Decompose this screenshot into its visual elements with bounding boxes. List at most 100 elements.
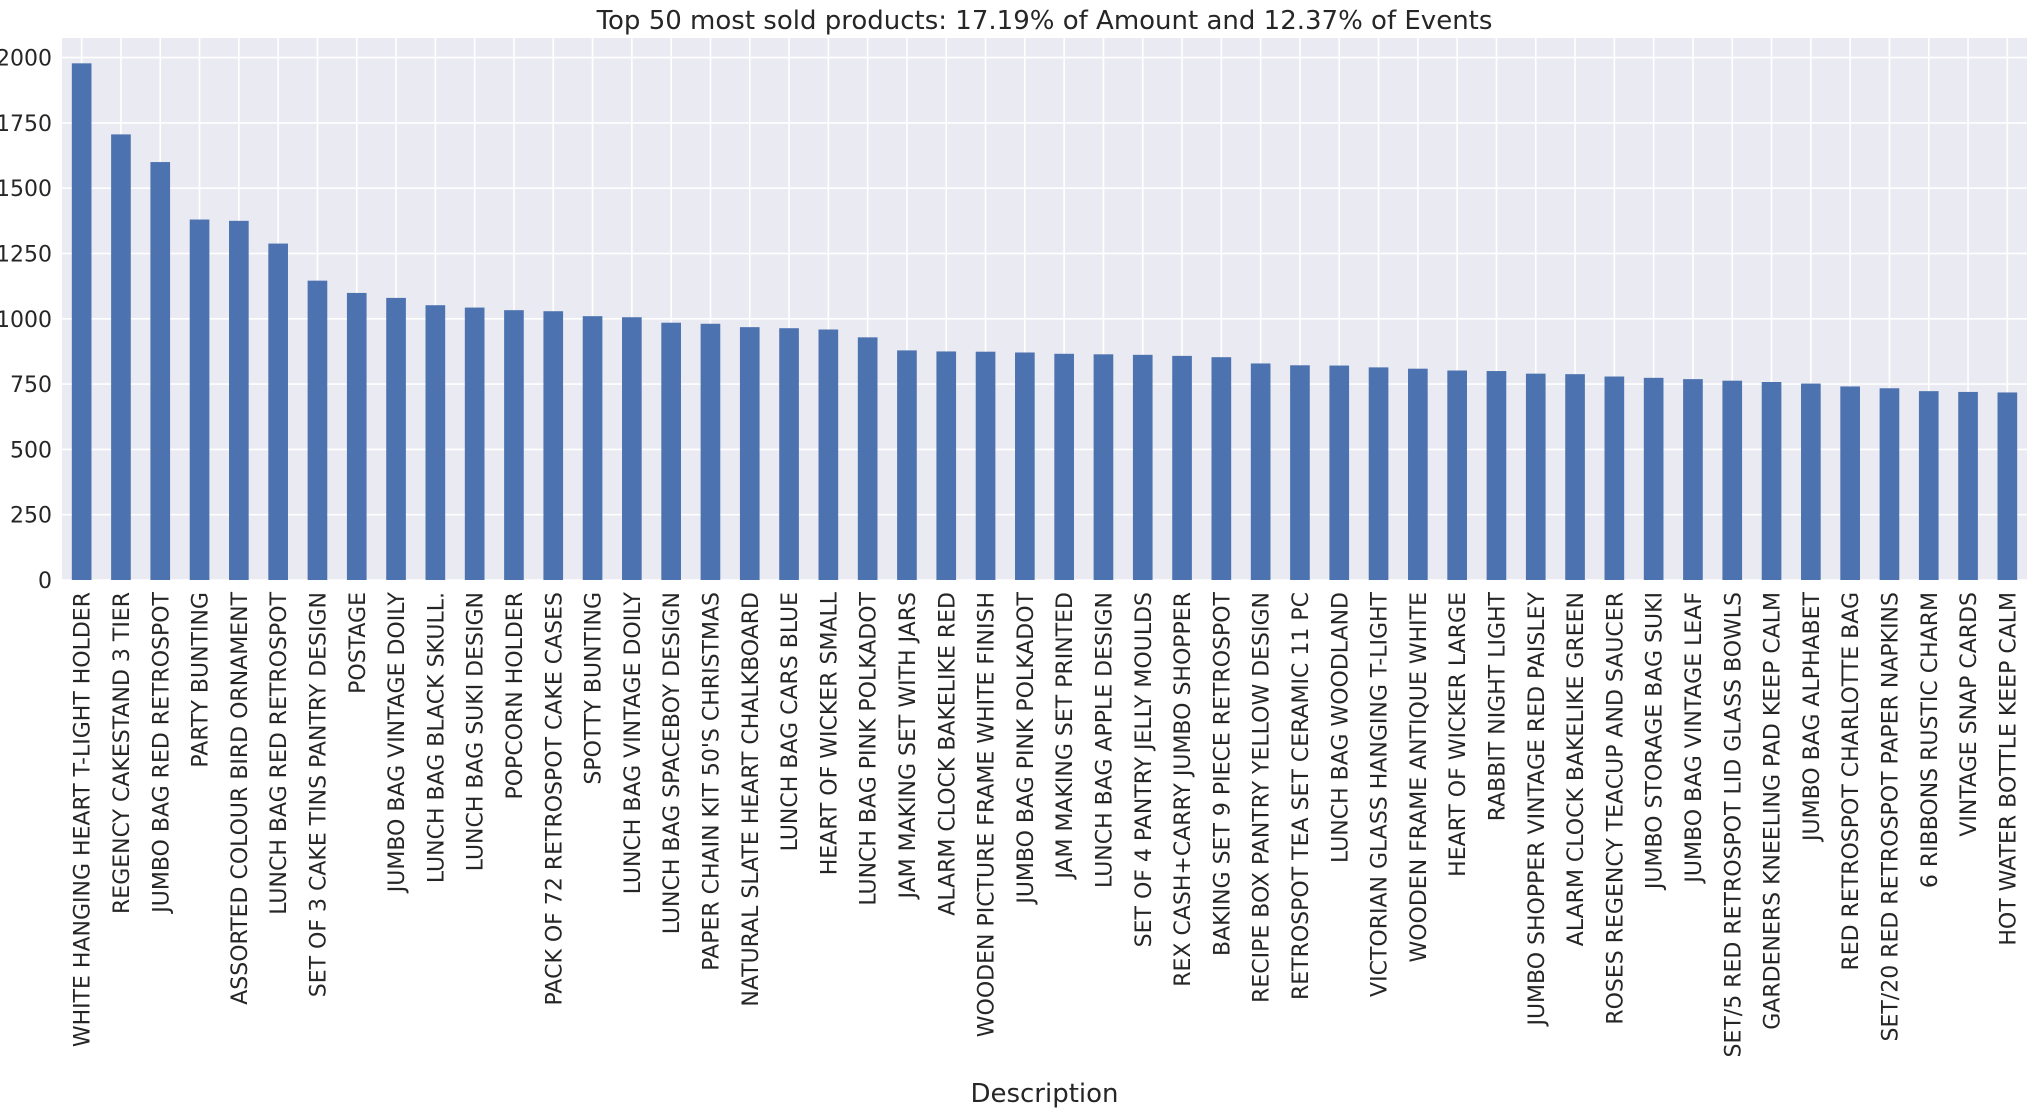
- x-tick-label: REGENCY CAKESTAND 3 TIER: [110, 592, 135, 914]
- bar: [700, 323, 721, 580]
- bar: [1132, 354, 1153, 580]
- y-tick-label: 500: [10, 438, 52, 463]
- x-axis-label: Description: [970, 1079, 1118, 1109]
- x-tick-label: SET/5 RED RETROSPOT LID GLASS BOWLS: [1721, 592, 1746, 1058]
- bar: [1722, 380, 1743, 580]
- x-tick-label: RABBIT NIGHT LIGHT: [1485, 591, 1510, 821]
- bar: [1329, 365, 1350, 580]
- x-tick-label: JUMBO STORAGE BAG SUKI: [1643, 592, 1668, 891]
- bar: [1918, 391, 1939, 580]
- bar: [268, 243, 288, 581]
- bar: [622, 317, 642, 580]
- bar: [857, 337, 878, 580]
- bar: [1761, 382, 1782, 580]
- x-tick-label: PACK OF 72 RETROSPOT CAKE CASES: [542, 592, 567, 1005]
- bar: [1250, 363, 1271, 580]
- bar: [1683, 379, 1703, 580]
- bar: [1840, 386, 1860, 580]
- bar: [1486, 371, 1507, 580]
- x-tick-label: GARDENERS KNEELING PAD KEEP CALM: [1761, 592, 1786, 1030]
- bar: [111, 134, 131, 580]
- bar: [1997, 392, 2018, 580]
- y-tick-label: 250: [10, 504, 52, 529]
- x-tick-labels: WHITE HANGING HEART T-LIGHT HOLDER REGENC…: [71, 591, 2022, 1057]
- x-tick-label: POPCORN HOLDER: [503, 592, 528, 800]
- x-tick-label: JUMBO BAG VINTAGE DOILY: [385, 591, 410, 894]
- x-tick-label: LUNCH BAG VINTAGE DOILY: [621, 591, 646, 894]
- x-tick-label: SET/20 RED RETROSPOT PAPER NAPKINS: [1878, 592, 1903, 1042]
- bar: [936, 351, 957, 580]
- bar: [71, 63, 92, 581]
- x-tick-label: REX CASH+CARRY JUMBO SHOPPER: [1171, 592, 1196, 987]
- bar: [504, 310, 524, 580]
- bar: [150, 162, 171, 580]
- bar: [346, 292, 367, 580]
- chart-title: Top 50 most sold products: 17.19% of Amo…: [596, 6, 1493, 36]
- bar: [1368, 367, 1389, 580]
- bar: [1015, 352, 1035, 580]
- x-tick-label: LUNCH BAG BLACK SKULL.: [424, 592, 449, 883]
- bar: [1211, 357, 1232, 580]
- x-tick-label: VICTORIAN GLASS HANGING T-LIGHT: [1368, 591, 1393, 996]
- bar: [1643, 377, 1664, 580]
- x-tick-label: PARTY BUNTING: [189, 592, 214, 768]
- bar: [661, 322, 681, 580]
- bar: [779, 328, 799, 580]
- x-tick-label: JAM MAKING SET WITH JARS: [896, 592, 921, 901]
- bar: [464, 307, 485, 580]
- x-tick-label: JUMBO SHOPPER VINTAGE RED PAISLEY: [1525, 591, 1550, 1027]
- bar: [1801, 383, 1821, 580]
- x-tick-label: LUNCH BAG SPACEBOY DESIGN: [660, 592, 685, 934]
- bar: [739, 327, 760, 580]
- y-tick-label: 0: [38, 569, 52, 594]
- x-tick-label: HEART OF WICKER LARGE: [1446, 592, 1471, 877]
- bar: [975, 351, 996, 580]
- x-tick-label: SET OF 4 PANTRY JELLY MOULDS: [1132, 592, 1157, 947]
- x-tick-label: WHITE HANGING HEART T-LIGHT HOLDER: [71, 592, 96, 1047]
- bar: [1290, 365, 1310, 580]
- bar: [1525, 373, 1546, 580]
- x-tick-label: VINTAGE SNAP CARDS: [1957, 592, 1982, 837]
- bar: [1604, 376, 1625, 580]
- bar: [1093, 354, 1114, 580]
- bar: [897, 350, 917, 580]
- y-tick-label: 1250: [0, 242, 52, 267]
- bar: [818, 329, 839, 580]
- x-tick-label: JUMBO BAG VINTAGE LEAF: [1682, 592, 1707, 885]
- bar: [1172, 355, 1192, 580]
- x-tick-label: WOODEN FRAME ANTIQUE WHITE: [1407, 592, 1432, 963]
- x-tick-label: LUNCH BAG PINK POLKADOT: [857, 591, 882, 905]
- bar: [1879, 388, 1900, 580]
- bar: [425, 305, 446, 580]
- bar: [189, 219, 210, 580]
- x-tick-label: JAM MAKING SET PRINTED: [1053, 592, 1078, 881]
- x-tick-label: SET OF 3 CAKE TINS PANTRY DESIGN: [306, 592, 331, 997]
- x-tick-label: BAKING SET 9 PIECE RETROSPOT: [1210, 591, 1235, 956]
- x-tick-label: LUNCH BAG APPLE DESIGN: [1092, 592, 1117, 888]
- bar: [1408, 368, 1428, 580]
- x-tick-label: HEART OF WICKER SMALL: [817, 591, 842, 875]
- bar: [1447, 370, 1467, 580]
- bar: [229, 220, 249, 580]
- x-tick-label: JUMBO BAG ALPHABET: [1800, 591, 1825, 843]
- x-tick-label: WOODEN PICTURE FRAME WHITE FINISH: [975, 592, 1000, 1037]
- x-tick-label: 6 RIBBONS RUSTIC CHARM: [1918, 592, 1943, 888]
- x-tick-label: LUNCH BAG WOODLAND: [1328, 592, 1353, 863]
- x-tick-label: RETROSPOT TEA SET CERAMIC 11 PC: [1289, 592, 1314, 1000]
- bar: [1565, 374, 1585, 580]
- bars: [71, 63, 2018, 581]
- x-tick-label: ROSES REGENCY TEACUP AND SAUCER: [1603, 592, 1628, 1025]
- y-tick-label: 1500: [0, 177, 52, 202]
- y-tick-label: 2000: [0, 47, 52, 72]
- x-tick-label: ALARM CLOCK BAKELIKE RED: [935, 592, 960, 916]
- x-tick-label: NATURAL SLATE HEART CHALKBOARD: [739, 592, 764, 1007]
- x-tick-label: ASSORTED COLOUR BIRD ORNAMENT: [228, 591, 253, 1004]
- x-tick-label: HOT WATER BOTTLE KEEP CALM: [1996, 592, 2021, 946]
- x-tick-label: RECIPE BOX PANTRY YELLOW DESIGN: [1250, 592, 1275, 1003]
- y-tick-labels: 0 250 500 750 1000 1250 1500 1750 2000: [0, 47, 52, 594]
- x-tick-label: LUNCH BAG RED RETROSPOT: [267, 591, 292, 914]
- bar: [1054, 353, 1074, 580]
- x-tick-label: SPOTTY BUNTING: [582, 592, 607, 785]
- x-tick-label: LUNCH BAG SUKI DESIGN: [464, 592, 489, 871]
